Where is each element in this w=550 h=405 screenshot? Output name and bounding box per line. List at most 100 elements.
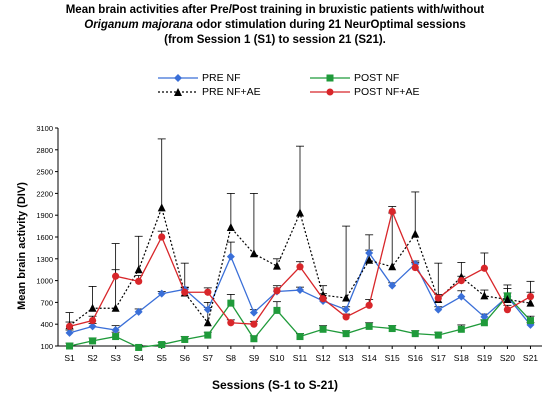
title-line-1: Mean brain activities after Pre/Post tra… [65, 4, 485, 16]
data-point-post-nf-ae [112, 272, 120, 280]
legend-swatch-pre-nf-ae [158, 88, 198, 96]
data-point-post-nf [526, 317, 534, 325]
data-point-post-nf-ae [526, 292, 535, 301]
data-point-post-nf [112, 333, 120, 341]
y-tick-label: 1600 [36, 233, 53, 242]
legend-item-pre-nf: PRE NF [158, 72, 241, 84]
data-point-post-nf-ae [342, 313, 350, 321]
x-tick-label: S2 [87, 353, 98, 363]
data-point-post-nf-ae [319, 295, 327, 303]
x-tick-label: S21 [523, 353, 538, 363]
chart-legend: PRE NF POST NF PRE NF+AE POST NF+AE [150, 70, 450, 100]
x-tick-label: S8 [226, 353, 237, 363]
x-tick-label: S20 [500, 353, 515, 363]
data-point-post-nf [89, 337, 97, 345]
chart-title: Mean brain activities after Pre/Post tra… [0, 3, 550, 48]
data-point-post-nf-ae [88, 316, 97, 325]
legend-item-pre-nf-ae: PRE NF+AE [158, 86, 261, 98]
data-point-post-nf [181, 335, 189, 343]
data-point-post-nf-ae [273, 287, 281, 295]
title-line-3: (from Session 1 (S1) to session 21 (S21)… [164, 34, 386, 46]
data-point-post-nf-ae [411, 263, 419, 272]
x-tick-label: S7 [203, 353, 214, 363]
data-point-pre-nf [134, 307, 143, 316]
data-point-post-nf [457, 325, 465, 333]
data-point-post-nf-ae [65, 322, 74, 330]
x-tick-label: S16 [408, 353, 423, 363]
data-point-pre-nf-ae [342, 293, 351, 302]
x-tick-label: S17 [431, 353, 446, 363]
x-tick-label: S13 [339, 353, 354, 363]
data-point-post-nf-ae [204, 288, 212, 296]
title-line-2-rest: odor stimulation during 21 NeurOptimal s… [192, 19, 466, 31]
x-tick-label: S6 [180, 353, 191, 363]
data-point-pre-nf [88, 322, 97, 331]
x-tick-label: S4 [133, 353, 144, 363]
data-point-pre-nf [342, 305, 351, 314]
data-point-post-nf-ae [296, 263, 304, 271]
data-point-pre-nf-ae [249, 249, 258, 258]
data-point-post-nf [480, 319, 488, 327]
data-point-post-nf [273, 306, 281, 314]
data-point-post-nf [135, 343, 143, 351]
x-tick-label: S10 [269, 353, 284, 363]
x-tick-label: S18 [454, 353, 469, 363]
x-tick-label: S14 [362, 353, 377, 363]
x-tick-label: S1 [64, 353, 75, 363]
data-point-pre-nf-ae [134, 265, 143, 274]
y-axis-title: Mean brain activity (DIV) [16, 182, 28, 310]
data-point-pre-nf [365, 248, 374, 257]
x-tick-label: S9 [249, 353, 260, 363]
data-point-pre-nf-ae [203, 318, 212, 327]
data-point-post-nf-ae [227, 319, 235, 327]
data-point-post-nf-ae [480, 264, 488, 272]
data-point-pre-nf [65, 328, 74, 337]
data-point-post-nf [411, 330, 419, 338]
data-point-pre-nf-ae [111, 303, 120, 312]
data-point-post-nf-ae [457, 277, 465, 285]
data-point-pre-nf-ae [411, 229, 420, 238]
y-tick-label: 2800 [36, 146, 53, 155]
data-point-post-nf [250, 335, 258, 343]
legend-item-post-nf: POST NF [310, 72, 399, 84]
data-point-post-nf [158, 341, 166, 349]
data-point-pre-nf-ae [526, 298, 535, 307]
data-point-pre-nf-ae [88, 303, 97, 312]
legend-item-post-nf-ae: POST NF+AE [310, 86, 419, 98]
data-point-post-nf [296, 333, 304, 341]
data-point-post-nf [365, 322, 373, 330]
data-point-post-nf [319, 325, 327, 333]
y-tick-label: 1000 [36, 277, 53, 286]
x-tick-label: S15 [385, 353, 400, 363]
data-point-post-nf [204, 331, 212, 339]
x-tick-label: S19 [477, 353, 492, 363]
x-axis-title: Sessions (S-1 to S-21) [211, 378, 339, 392]
data-point-pre-nf [111, 326, 120, 335]
y-tick-label: 1300 [36, 255, 53, 264]
data-point-post-nf-ae [158, 233, 166, 241]
data-point-post-nf [227, 299, 235, 307]
legend-swatch-post-nf-ae [310, 88, 350, 96]
data-point-post-nf-ae [135, 277, 143, 285]
data-point-post-nf [434, 331, 442, 339]
data-point-pre-nf [157, 289, 166, 298]
y-tick-label: 2200 [36, 189, 53, 198]
y-tick-label: 100 [40, 342, 53, 351]
data-point-pre-nf-ae [365, 255, 374, 264]
data-point-post-nf-ae [434, 294, 442, 302]
y-tick-label: 1900 [36, 211, 53, 220]
data-point-pre-nf-ae [272, 261, 281, 270]
legend-label-post-nf: POST NF [354, 72, 400, 84]
data-point-post-nf-ae [503, 306, 512, 314]
data-point-pre-nf [434, 305, 443, 314]
legend-swatch-post-nf [310, 74, 350, 82]
data-point-pre-nf-ae [480, 291, 489, 300]
data-point-pre-nf [457, 292, 466, 301]
data-point-pre-nf [203, 305, 212, 314]
legend-label-post-nf-ae: POST NF+AE [354, 86, 420, 98]
data-point-pre-nf-ae [296, 208, 304, 217]
data-point-post-nf-ae [181, 288, 189, 296]
y-tick-label: 700 [40, 298, 53, 307]
data-point-post-nf-ae [365, 301, 373, 309]
x-tick-label: S5 [157, 353, 168, 363]
